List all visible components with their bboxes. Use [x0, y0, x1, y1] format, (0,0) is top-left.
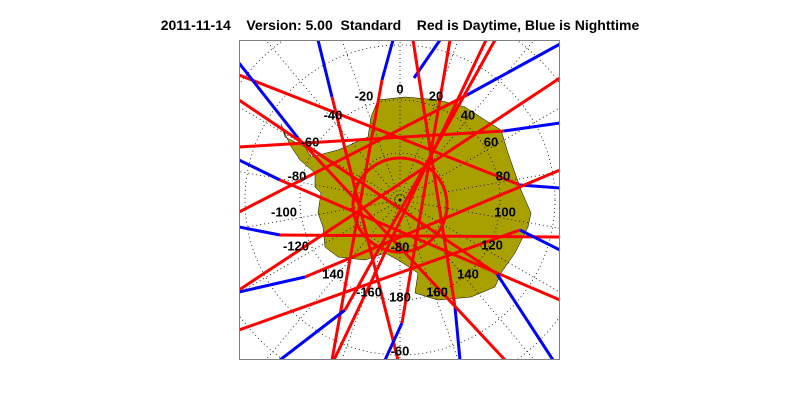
daytime-track-segment [343, 40, 497, 311]
nighttime-track-segment [239, 158, 281, 182]
daytime-track-segment [279, 178, 560, 302]
longitude-label: 80 [496, 168, 510, 183]
latitude-label: -60 [391, 343, 410, 358]
south-pole-marker [398, 198, 402, 202]
grid-labels: 0 20406080100120140160180-160140-120-100-… [271, 81, 516, 358]
longitude-label: 40 [461, 107, 475, 122]
longitude-label: -120 [283, 238, 309, 253]
product-label: Standard [340, 17, 402, 33]
nighttime-track-segment [316, 40, 334, 98]
date-label: 2011-11-14 [160, 17, 231, 33]
longitude-label: 140 [322, 266, 344, 281]
nighttime-track-segment [239, 225, 281, 237]
daytime-track-segment [239, 93, 468, 214]
nighttime-track-segment [503, 121, 560, 133]
longitude-label: 180 [389, 289, 411, 304]
longitude-label: -40 [324, 107, 343, 122]
nighttime-track-segment [279, 308, 346, 360]
nighttime-track-segment [519, 228, 560, 252]
latitude-label: -80 [391, 239, 410, 254]
nighttime-track-segment [453, 306, 462, 360]
daytime-track-segment [332, 40, 488, 360]
latitude-circle [299, 99, 501, 301]
longitude-label: -160 [356, 284, 382, 299]
daytime-track-segment [239, 228, 521, 332]
daytime-track-segment [239, 129, 505, 149]
latitude-circle [244, 44, 556, 356]
longitude-label: 100 [494, 204, 516, 219]
daytime-track-segment [296, 136, 507, 360]
longitude-label: 60 [484, 134, 498, 149]
meridian-line [239, 200, 396, 229]
nighttime-track-segment [380, 40, 395, 81]
version-label: Version: 5.00 [246, 17, 333, 33]
satellite-tracks [239, 40, 560, 360]
longitude-label: -20 [355, 88, 374, 103]
nighttime-track-segment [495, 273, 555, 360]
meridian-line [239, 171, 396, 200]
longitude-label: -100 [271, 204, 297, 219]
longitude-label: 160 [426, 284, 448, 299]
daytime-track-envelope [351, 156, 449, 254]
longitude-label: -80 [288, 168, 307, 183]
nighttime-track-segment [239, 62, 300, 139]
daytime-track-segment [304, 168, 560, 279]
nighttime-track-segment [239, 275, 306, 294]
plot-title: 2011-11-14 Version: 5.00 Standard Red is… [0, 17, 800, 33]
longitude-label: 120 [481, 237, 503, 252]
nighttime-track-segment [383, 322, 404, 360]
longitude-label: 140 [457, 266, 479, 281]
daytime-track-segment [279, 233, 560, 239]
daytime-track-segment [400, 40, 452, 324]
longitude-label: 0 [396, 81, 403, 96]
legend-text: Red is Daytime, Blue is Nighttime [416, 17, 640, 33]
map-frame [239, 40, 560, 360]
longitude-label: -60 [301, 134, 320, 149]
nighttime-track-segment [466, 42, 560, 97]
daytime-track-segment [239, 76, 560, 292]
longitude-label: 20 [429, 88, 443, 103]
daytime-track-segment [239, 73, 521, 187]
daytime-track-segment [239, 98, 498, 276]
